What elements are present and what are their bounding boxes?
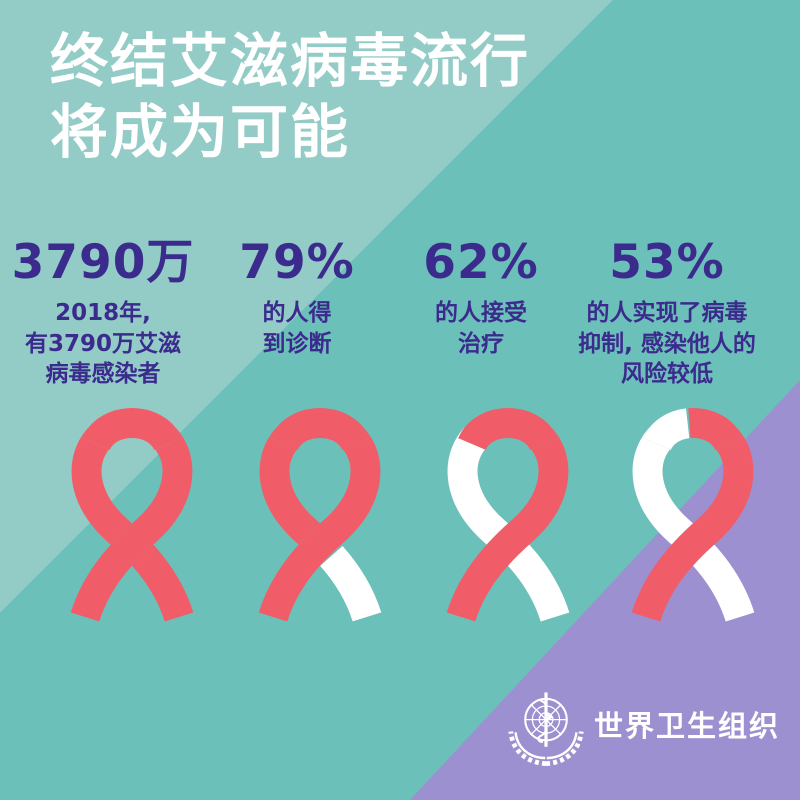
stat-value: 53% [609,235,725,290]
organization-name: 世界卫生组织 [594,709,781,743]
stat-desc-line: 的人实现了病毒 [586,300,748,327]
stat-desc-line: 2018年, [55,300,151,327]
stat-virally-suppressed: 53% 的人实现了病毒 抑制, 感染他人的 风险较低 [550,235,784,390]
stat-desc-line: 的人接受 [435,300,527,327]
stat-value: 62% [423,235,539,290]
stat-value: 79% [239,235,355,290]
stat-desc-line: 的人得 [262,300,332,327]
title-line-1: 终结艾滋病毒流行 [50,27,531,95]
who-emblem-icon [508,692,584,766]
stat-description: 2018年, 有3790万艾滋 病毒感染者 [0,298,206,390]
stat-desc-line: 治疗 [458,330,504,357]
ribbon-100-percent-red [70,408,194,622]
awareness-ribbons-row [70,408,755,622]
stat-description: 的人实现了病毒 抑制, 感染他人的 风险较低 [550,298,784,390]
ribbon-62-percent-red [446,408,570,622]
ribbon-53-percent-red [631,408,755,622]
stat-desc-line: 有3790万艾滋 [24,330,181,357]
stat-diagnosed: 79% 的人得 到诊断 [197,235,397,359]
stat-desc-line: 风险较低 [621,361,713,388]
stat-desc-line: 病毒感染者 [45,361,161,388]
stat-people-living-with-hiv: 3790万 2018年, 有3790万艾滋 病毒感染者 [0,235,206,390]
stat-on-treatment: 62% 的人接受 治疗 [381,235,581,359]
stat-description: 的人接受 治疗 [381,298,581,359]
title-line-2: 将成为可能 [50,97,351,166]
page-title: 终结艾滋病毒流行 将成为可能 [50,26,670,168]
ribbon-79-percent-red [258,408,382,622]
stat-value: 3790万 [11,235,195,290]
stat-desc-line: 抑制, 感染他人的 [578,330,756,357]
stat-desc-line: 到诊断 [262,330,332,357]
stat-description: 的人得 到诊断 [197,298,397,359]
